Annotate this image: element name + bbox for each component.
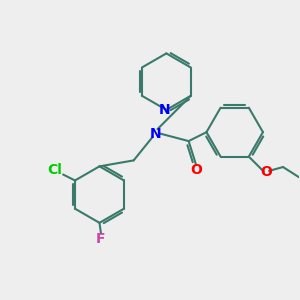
Text: O: O — [190, 163, 202, 177]
Text: F: F — [96, 232, 106, 246]
Text: N: N — [150, 127, 162, 141]
Text: Cl: Cl — [47, 163, 62, 177]
Text: O: O — [260, 165, 272, 179]
Text: N: N — [159, 103, 171, 117]
